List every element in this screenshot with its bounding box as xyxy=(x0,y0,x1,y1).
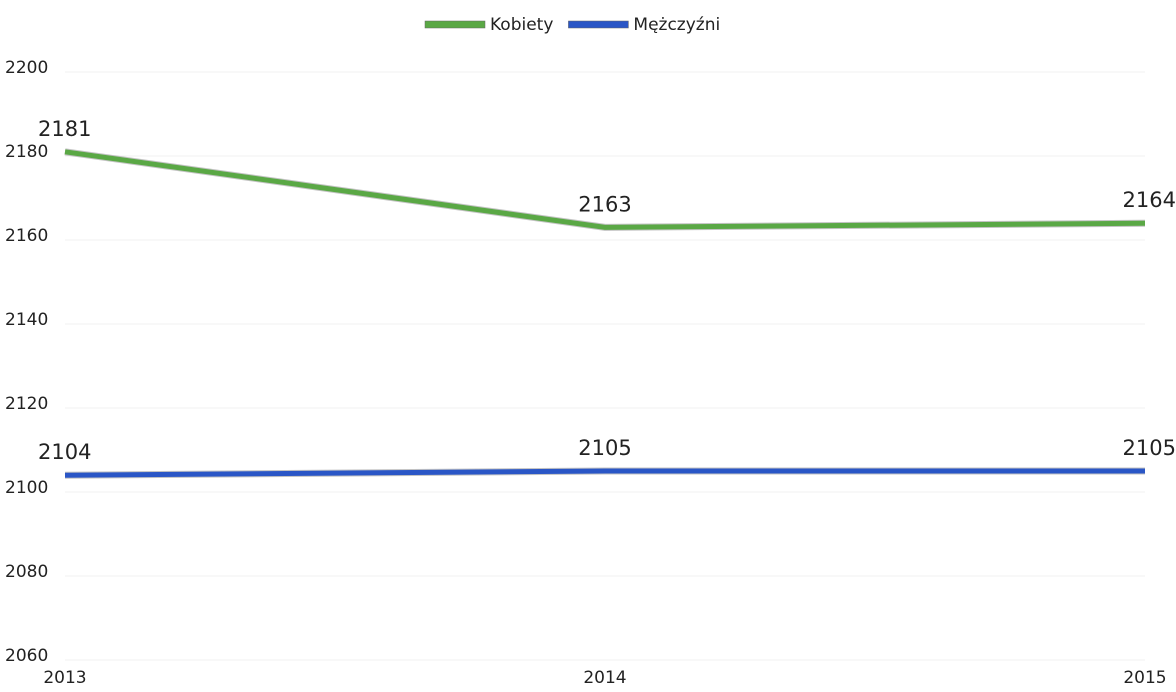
y-tick-label: 2120 xyxy=(5,394,48,414)
series-line xyxy=(64,149,1146,230)
data-label: 2105 xyxy=(578,436,631,460)
y-tick-label: 2180 xyxy=(5,142,48,162)
legend-swatch xyxy=(568,20,629,29)
x-tick-label: 2015 xyxy=(1123,668,1166,688)
y-tick-label: 2100 xyxy=(5,478,48,498)
x-tick-label: 2013 xyxy=(43,668,86,688)
x-tick-label: 2014 xyxy=(583,668,626,688)
series-line xyxy=(64,468,1145,478)
y-tick-label: 2140 xyxy=(5,310,48,330)
data-label: 2104 xyxy=(38,440,91,464)
data-label: 2164 xyxy=(1123,188,1176,212)
y-tick-label: 2080 xyxy=(5,562,48,582)
legend-label: Kobiety xyxy=(490,15,553,35)
y-tick-label: 2060 xyxy=(5,646,48,666)
legend-swatch xyxy=(424,20,486,29)
data-label: 2163 xyxy=(578,192,631,216)
y-tick-label: 2200 xyxy=(5,58,48,78)
y-tick-label: 2160 xyxy=(5,226,48,246)
legend-label: Mężczyźni xyxy=(633,15,720,35)
data-label: 2181 xyxy=(38,117,91,141)
data-label: 2105 xyxy=(1123,436,1176,460)
